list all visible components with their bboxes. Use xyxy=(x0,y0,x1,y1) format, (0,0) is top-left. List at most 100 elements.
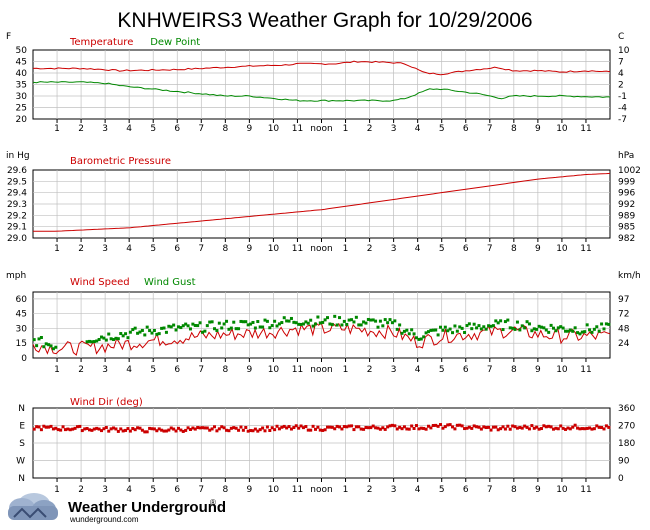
data-point-wind_dir xyxy=(265,425,269,429)
right-tick-label: 992 xyxy=(618,200,635,210)
data-point-wind_dir xyxy=(321,428,325,432)
legend-wind_dir-0: Wind Dir (deg) xyxy=(70,397,143,408)
data-point-wind xyxy=(152,328,156,332)
x-tick-label: 9 xyxy=(247,124,253,134)
data-point-wind_dir xyxy=(455,423,459,427)
data-point-wind xyxy=(35,344,39,348)
data-point-wind_dir xyxy=(95,426,99,430)
data-point-wind_dir xyxy=(554,426,558,430)
data-point-wind_dir xyxy=(234,426,238,430)
data-point-wind_dir xyxy=(556,427,560,431)
data-point-wind_dir xyxy=(306,428,310,432)
data-point-wind xyxy=(523,326,527,330)
data-point-wind_dir xyxy=(542,424,546,428)
data-point-wind xyxy=(426,330,430,334)
data-point-wind_dir xyxy=(451,425,455,429)
data-point-wind_dir xyxy=(318,428,322,432)
data-point-wind xyxy=(451,331,455,335)
x-tick-label: noon xyxy=(310,485,332,495)
right-tick-label: 24 xyxy=(618,339,630,349)
data-point-wind_dir xyxy=(371,424,375,428)
data-point-wind_dir xyxy=(294,424,298,428)
data-point-wind xyxy=(388,318,392,322)
data-point-wind xyxy=(439,325,443,329)
data-point-wind_dir xyxy=(463,427,467,431)
data-point-wind_dir xyxy=(131,427,135,431)
x-tick-label: 3 xyxy=(391,244,397,254)
data-point-wind_dir xyxy=(133,428,137,432)
x-tick-label: 8 xyxy=(222,124,228,134)
data-point-wind_dir xyxy=(205,426,209,430)
data-point-wind_dir xyxy=(299,424,303,428)
right-tick-label: 360 xyxy=(618,404,635,414)
data-point-wind_dir xyxy=(484,426,488,430)
data-point-wind_dir xyxy=(85,426,89,430)
data-point-wind xyxy=(253,326,257,330)
y-tick-label: 29.0 xyxy=(7,234,27,244)
legend-pressure-0: Barometric Pressure xyxy=(70,156,171,167)
right-tick-label: 97 xyxy=(618,295,629,305)
x-tick-label: noon xyxy=(310,244,332,254)
data-point-wind_dir xyxy=(112,426,116,430)
data-point-wind xyxy=(342,319,346,323)
data-point-wind xyxy=(162,326,166,330)
data-point-wind xyxy=(354,315,358,319)
data-point-wind xyxy=(287,319,291,323)
x-tick-label: 7 xyxy=(198,485,204,495)
data-point-wind_dir xyxy=(145,430,149,434)
data-point-wind_dir xyxy=(602,427,606,431)
data-point-wind_dir xyxy=(309,428,313,432)
data-point-wind xyxy=(169,325,173,329)
data-point-wind_dir xyxy=(107,429,111,433)
data-point-wind xyxy=(100,335,104,339)
data-point-wind xyxy=(109,337,113,341)
data-point-wind_dir xyxy=(515,426,519,430)
series-line-temperature-1 xyxy=(32,81,610,102)
data-point-wind_dir xyxy=(597,425,601,429)
data-point-wind_dir xyxy=(121,429,125,433)
right-tick-label: 90 xyxy=(618,457,630,467)
data-point-wind xyxy=(172,323,176,327)
data-point-wind_dir xyxy=(148,426,152,430)
right-unit-label: C xyxy=(618,32,624,42)
data-point-wind xyxy=(184,322,188,326)
data-point-wind_dir xyxy=(261,426,265,430)
y-tick-label: 45 xyxy=(16,310,27,320)
data-point-wind_dir xyxy=(251,429,255,433)
data-point-wind xyxy=(552,326,556,330)
data-point-wind xyxy=(602,327,606,331)
data-point-wind xyxy=(414,336,418,340)
data-point-wind_dir xyxy=(350,424,354,428)
data-point-wind_dir xyxy=(374,426,378,430)
data-point-wind_dir xyxy=(208,428,212,432)
data-point-wind_dir xyxy=(172,427,176,431)
data-point-wind xyxy=(299,322,303,326)
data-point-wind_dir xyxy=(390,423,394,427)
data-point-wind_dir xyxy=(32,427,36,431)
data-point-wind_dir xyxy=(56,428,60,432)
data-point-wind_dir xyxy=(359,427,363,431)
data-point-wind_dir xyxy=(441,426,445,430)
data-point-wind_dir xyxy=(547,424,551,428)
data-point-wind_dir xyxy=(253,427,257,431)
data-point-wind_dir xyxy=(472,424,476,428)
data-point-wind_dir xyxy=(552,427,556,431)
data-point-wind_dir xyxy=(83,427,87,431)
right-tick-label: 996 xyxy=(618,189,635,199)
data-point-wind_dir xyxy=(116,429,120,433)
right-tick-label: -1 xyxy=(618,92,627,102)
data-point-wind xyxy=(429,328,433,332)
x-tick-label: 7 xyxy=(198,365,204,375)
weather-underground-logo[interactable]: Weather Underground ® wunderground.com xyxy=(0,490,260,525)
data-point-wind xyxy=(157,332,161,336)
data-point-wind xyxy=(465,324,469,328)
x-tick-label: 1 xyxy=(343,485,349,495)
data-point-wind xyxy=(518,328,522,332)
data-point-wind_dir xyxy=(124,428,128,432)
data-point-wind_dir xyxy=(256,429,260,433)
data-point-wind_dir xyxy=(520,426,524,430)
data-point-wind xyxy=(443,325,447,329)
data-point-wind_dir xyxy=(193,427,197,431)
data-point-wind xyxy=(604,322,608,326)
data-point-wind xyxy=(441,328,445,332)
